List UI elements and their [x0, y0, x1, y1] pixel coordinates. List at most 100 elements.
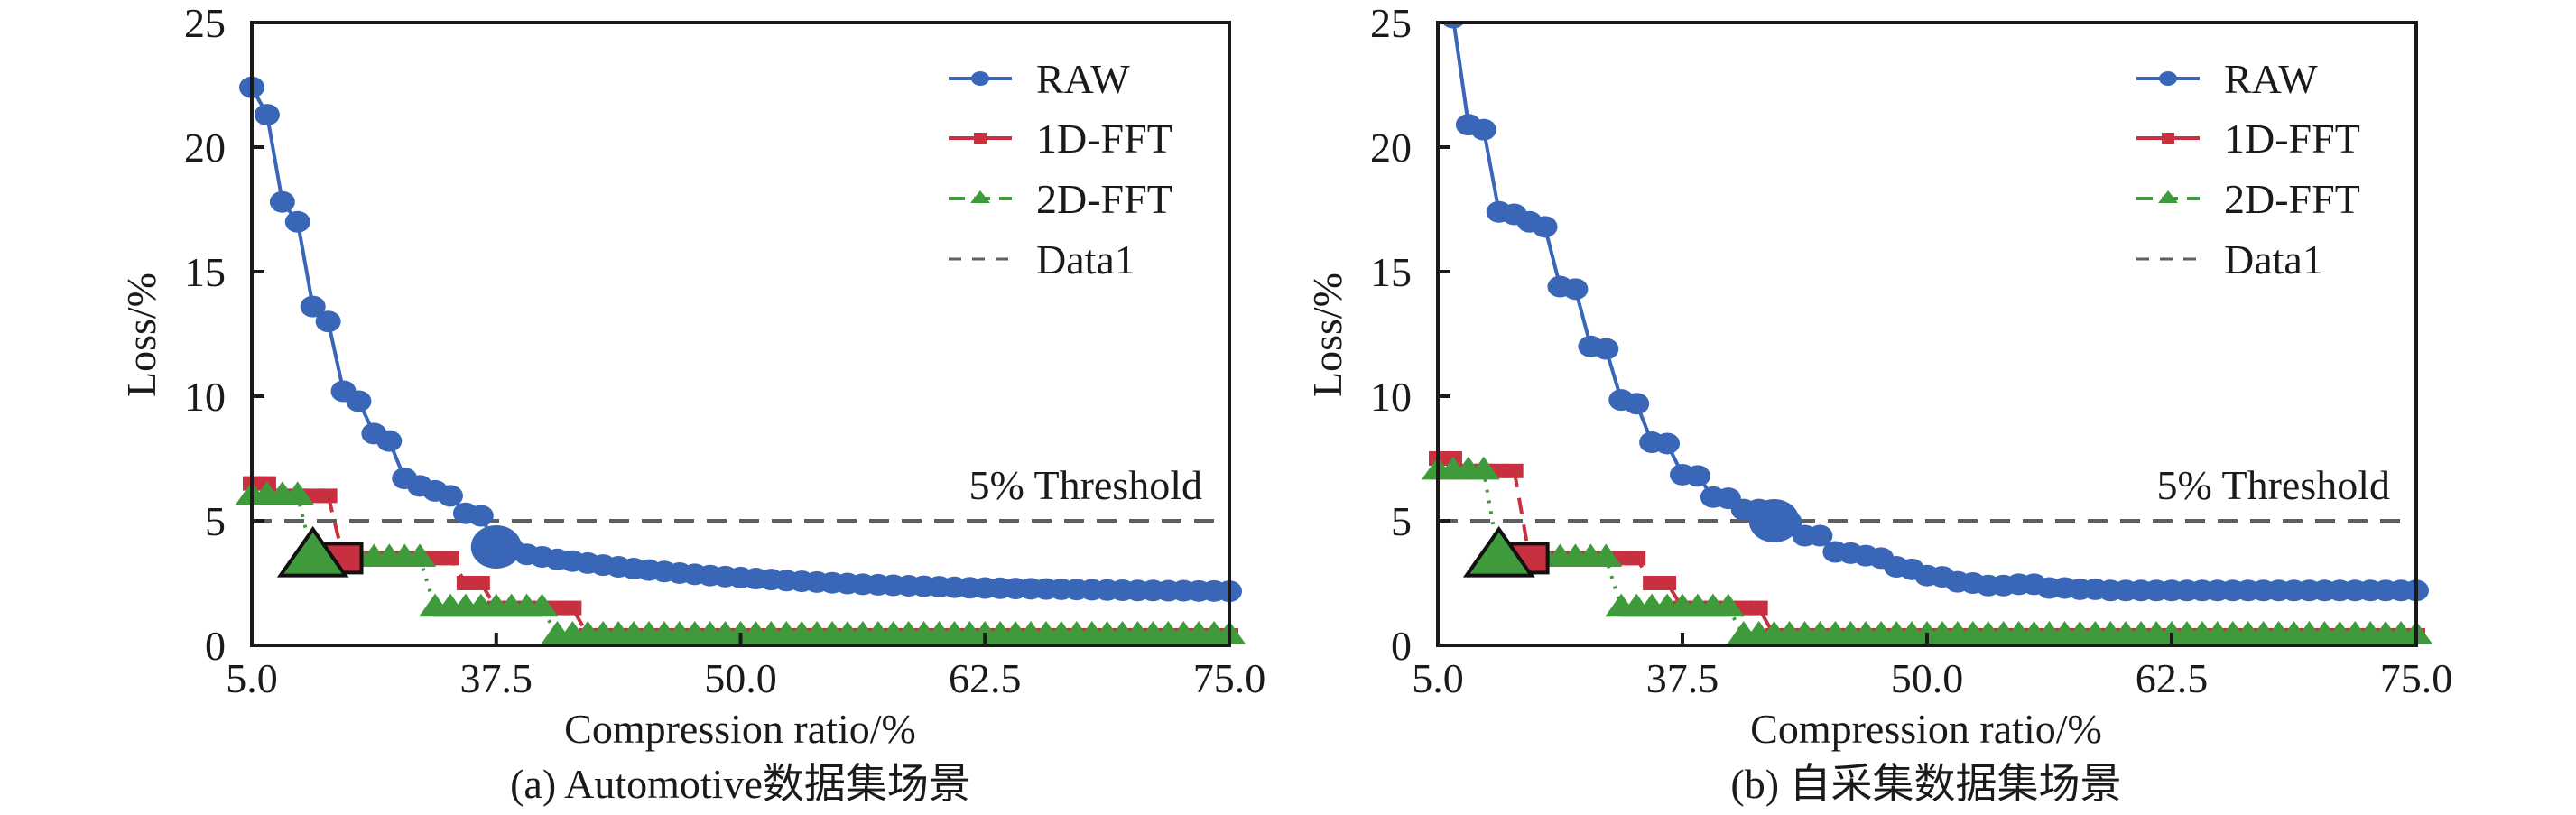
legend-item-fft1d: 1D-FFT: [2136, 116, 2360, 162]
panel-b-axes: 0 5 10 15 20 25 5.0 37.5 50.0 62.5 75.0: [1370, 0, 2452, 701]
panel-a-x-axis-title: Compression ratio/%: [564, 706, 916, 752]
data-point-raw: [1624, 393, 1650, 415]
panel-b-caption: (b) 自采集数据集场景: [1730, 761, 2121, 807]
data-point-raw: [1470, 118, 1496, 141]
data-point-raw: [284, 210, 310, 233]
panel-b-y-axis-title: Loss/%: [1304, 273, 1350, 397]
data-point-fft1d: [456, 576, 475, 590]
data-point-fft1d: [471, 576, 490, 590]
data-point-fft1d: [563, 600, 582, 616]
data-point-fft2d: [1467, 456, 1500, 480]
data-point-fft1d: [1749, 600, 1768, 616]
panel-a-caption: (a) Automotive数据集场景: [510, 761, 970, 807]
y-tick-label: 5: [205, 498, 226, 544]
data-point-raw: [254, 104, 280, 126]
data-point-raw: [1807, 524, 1833, 547]
data-point-fft1d: [1643, 576, 1662, 590]
series-line-raw: [250, 86, 1230, 594]
highlight-point-raw: [470, 524, 522, 569]
panel-b: 0 5 10 15 20 25 5.0 37.5 50.0 62.5 75.0 Loss/% Com…: [1304, 0, 2452, 807]
data-point-raw: [300, 295, 326, 318]
data-point-raw: [1562, 278, 1589, 301]
y-tick-label: 25: [184, 0, 226, 46]
panel-b-x-axis-title: Compression ratio/%: [1750, 706, 2102, 752]
y-tick-label: 15: [1370, 249, 1412, 295]
data-point-raw: [1593, 338, 1619, 360]
legend-label-fft2d: 2D-FFT: [2224, 176, 2360, 222]
legend-label-fft1d: 1D-FFT: [1036, 116, 1172, 162]
legend-marker-triangle: [2158, 190, 2178, 203]
data-point-fft2d: [281, 481, 314, 505]
data-point-raw: [376, 430, 403, 452]
panel-a-threshold-label: 5% Threshold: [968, 462, 1202, 508]
legend-item-raw: RAW: [2136, 56, 2318, 102]
x-tick-label: 62.5: [949, 655, 1022, 701]
data-point-fft1d: [1658, 576, 1677, 590]
data-point-fft2d: [403, 543, 437, 567]
legend-label-threshold: Data1: [1036, 236, 1135, 282]
x-tick-label: 5.0: [1412, 655, 1464, 701]
x-tick-label: 62.5: [2136, 655, 2209, 701]
legend-item-raw: RAW: [949, 56, 1130, 102]
highlight-point-fft2d: [1462, 525, 1535, 578]
data-point-raw: [346, 390, 372, 412]
legend-item-threshold: Data1: [2136, 236, 2323, 282]
legend-item-fft1d: 1D-FFT: [949, 116, 1172, 162]
data-point-fft2d: [525, 593, 559, 617]
panel-a: 0 5 10 15 20 25 5.0 37.5 50.0 62.5 75.0 Loss/% Com…: [118, 0, 1265, 807]
x-tick-label: 37.5: [1646, 655, 1719, 701]
legend-item-fft2d: 2D-FFT: [2136, 176, 2360, 222]
legend-item-threshold: Data1: [949, 236, 1135, 282]
panel-a-legend: RAW 1D-FFT 2D-FFT Data1: [949, 56, 1172, 282]
data-point-raw: [468, 505, 494, 527]
data-point-raw: [269, 190, 295, 213]
data-point-fft2d: [1589, 543, 1623, 567]
y-tick-label: 20: [1370, 125, 1412, 171]
x-tick-label: 37.5: [460, 655, 533, 701]
panel-a-axes: 0 5 10 15 20 25 5.0 37.5 50.0 62.5 75.0: [184, 0, 1265, 701]
data-point-raw: [1654, 432, 1681, 455]
x-tick-label: 5.0: [226, 655, 278, 701]
legend-label-raw: RAW: [1036, 56, 1130, 102]
legend-marker-circle: [2159, 71, 2177, 86]
x-tick-label: 50.0: [704, 655, 777, 701]
highlight-point-fft2d: [276, 525, 349, 578]
y-tick-label: 15: [184, 249, 226, 295]
legend-item-fft2d: 2D-FFT: [949, 176, 1172, 222]
data-point-raw: [1532, 216, 1558, 238]
y-tick-label: 0: [1391, 623, 1412, 669]
panel-b-threshold-label: 5% Threshold: [2156, 462, 2390, 508]
legend-marker-circle: [971, 71, 989, 86]
legend-label-fft1d: 1D-FFT: [2224, 116, 2360, 162]
y-tick-label: 5: [1391, 498, 1412, 544]
highlight-point-raw: [1748, 499, 1800, 542]
data-point-raw: [1684, 465, 1710, 487]
data-point-raw: [315, 310, 341, 333]
legend-marker-square: [2162, 133, 2174, 144]
data-point-fft1d: [440, 551, 459, 566]
panel-a-marks: [236, 76, 1246, 644]
y-tick-label: 10: [184, 374, 226, 420]
data-point-raw: [437, 485, 463, 507]
y-tick-label: 25: [1370, 0, 1412, 46]
data-point-fft2d: [1711, 593, 1745, 617]
legend-label-threshold: Data1: [2224, 236, 2323, 282]
y-tick-label: 10: [1370, 374, 1412, 420]
panel-b-legend: RAW 1D-FFT 2D-FFT Data1: [2136, 56, 2360, 282]
x-tick-label: 75.0: [1193, 655, 1266, 701]
legend-marker-triangle: [970, 190, 990, 203]
panel-a-y-axis-title: Loss/%: [118, 273, 164, 397]
x-tick-label: 75.0: [2380, 655, 2453, 701]
x-tick-label: 50.0: [1891, 655, 1964, 701]
legend-label-raw: RAW: [2224, 56, 2318, 102]
legend-label-fft2d: 2D-FFT: [1036, 176, 1172, 222]
plot-area: [236, 76, 1246, 644]
y-tick-label: 0: [205, 623, 226, 669]
data-point-fft1d: [319, 488, 338, 504]
data-point-fft1d: [1505, 463, 1524, 478]
legend-marker-square: [974, 133, 987, 144]
data-point-raw: [1441, 23, 1465, 29]
y-tick-label: 20: [184, 125, 226, 171]
data-point-fft1d: [1627, 551, 1646, 566]
